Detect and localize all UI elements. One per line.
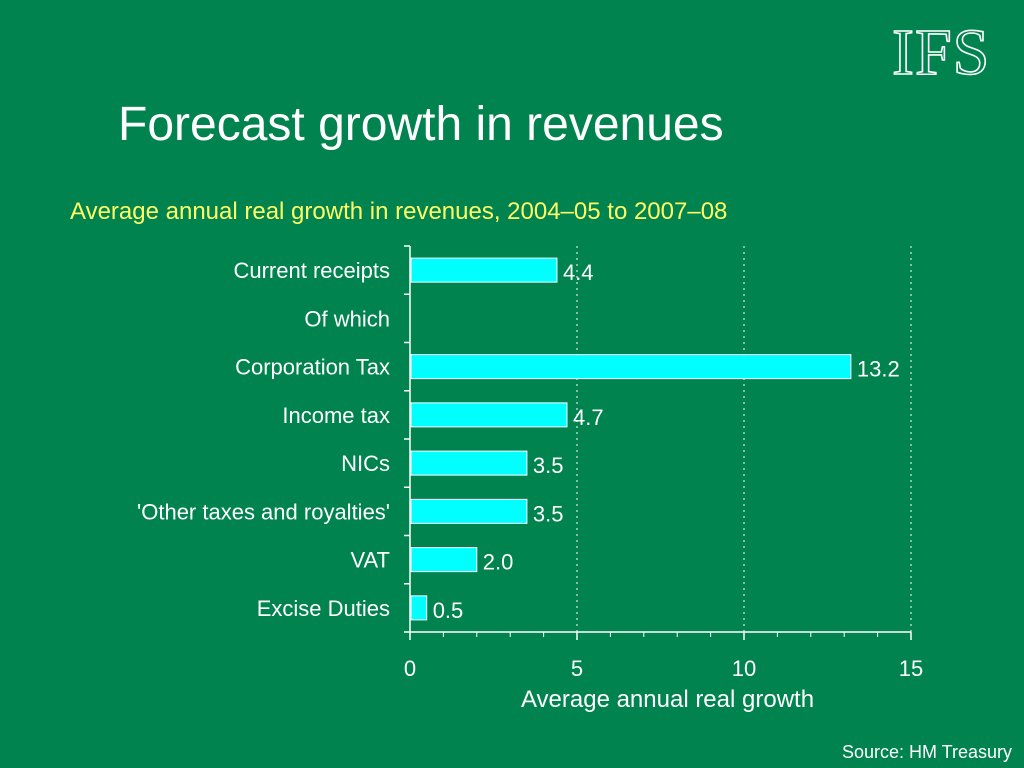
source-note: Source: HM Treasury <box>841 742 1012 762</box>
logo-text: IFS <box>892 16 990 80</box>
x-tick-label: 5 <box>571 656 583 681</box>
value-label: 3.5 <box>533 453 564 478</box>
value-label: 2.0 <box>483 550 514 575</box>
value-label: 13.2 <box>857 357 900 382</box>
x-tick-label: 0 <box>404 656 416 681</box>
value-label: 3.5 <box>533 501 564 526</box>
value-label: 0.5 <box>433 598 464 623</box>
category-label: 'Other taxes and royalties' <box>137 499 390 524</box>
chart-title: Average annual real growth in revenues, … <box>70 198 728 225</box>
x-tick-label: 15 <box>899 656 923 681</box>
ifs-logo: IFS <box>891 15 990 80</box>
category-label: Income tax <box>282 403 390 428</box>
value-label: 4.7 <box>573 405 604 430</box>
category-label: Current receipts <box>233 258 390 283</box>
bar <box>410 257 558 283</box>
bar <box>410 354 852 380</box>
x-tick-label: 10 <box>732 656 756 681</box>
bar <box>410 547 478 573</box>
category-label: NICs <box>341 451 390 476</box>
value-label: 4.4 <box>563 260 594 285</box>
bar <box>410 450 528 476</box>
category-label: VAT <box>350 548 390 573</box>
bar <box>410 595 428 621</box>
x-axis-title: Average annual real growth <box>521 686 814 713</box>
category-label: Corporation Tax <box>235 355 390 380</box>
page-title: Forecast growth in revenues <box>118 98 724 151</box>
bar <box>410 402 568 428</box>
bar <box>410 498 528 524</box>
category-label: Excise Duties <box>257 596 390 621</box>
category-label: Of which <box>304 306 390 331</box>
